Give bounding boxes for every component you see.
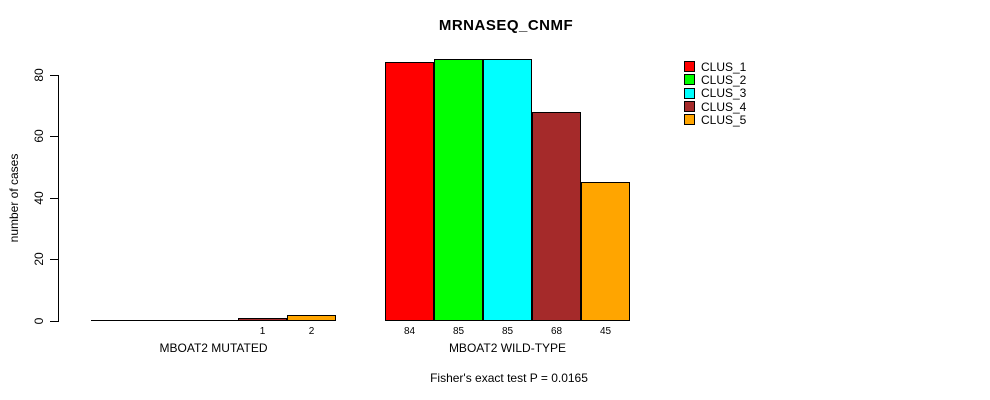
- bar-clus_4: [532, 111, 581, 321]
- y-tick-label: 40: [32, 191, 46, 205]
- bar-value-label: 68: [550, 326, 563, 337]
- legend-item: CLUS_4: [684, 99, 747, 114]
- legend-item: CLUS_2: [684, 72, 747, 87]
- y-tick-mark: [50, 321, 58, 322]
- legend-swatch: [684, 114, 695, 126]
- y-axis-label: number of cases: [7, 153, 21, 243]
- legend: CLUS_1 CLUS_2 CLUS_3 CLUS_4 CLUS_5: [684, 59, 747, 127]
- legend-swatch: [684, 87, 695, 99]
- bar-value-label: 2: [308, 326, 315, 337]
- y-tick-label: 80: [32, 67, 46, 82]
- bar-clus_1: [385, 62, 434, 321]
- bar-value-label: 45: [599, 326, 612, 337]
- legend-label: CLUS_1: [701, 59, 747, 74]
- bar-value-label: 1: [259, 326, 266, 337]
- legend-item: CLUS_3: [684, 86, 747, 101]
- legend-label: CLUS_5: [701, 112, 747, 127]
- legend-item: CLUS_1: [684, 59, 747, 74]
- legend-label: CLUS_3: [701, 86, 747, 101]
- bar-clus_3: [483, 59, 532, 321]
- bar-clus_4: [238, 317, 287, 321]
- bar-clus_5: [581, 182, 630, 321]
- legend-label: CLUS_4: [701, 99, 747, 114]
- bar-value-label: 85: [501, 326, 514, 337]
- y-tick-label: 20: [32, 252, 46, 267]
- bar-clus_2: [434, 59, 483, 321]
- y-tick-mark: [50, 197, 58, 199]
- y-tick-label: 60: [32, 129, 46, 143]
- bar-value-label: 85: [452, 326, 465, 337]
- group-zero-line: [91, 320, 336, 321]
- legend-swatch: [684, 74, 695, 86]
- y-axis-line: [58, 74, 59, 322]
- fisher-test-annotation: Fisher's exact test P = 0.0165: [430, 371, 588, 385]
- y-tick-label: 0: [32, 317, 46, 325]
- y-tick-mark: [50, 74, 58, 76]
- y-tick-mark: [50, 259, 58, 261]
- y-tick-mark: [50, 136, 58, 138]
- legend-item: CLUS_5: [684, 112, 747, 127]
- bar-clus_5: [287, 314, 336, 321]
- legend-label: CLUS_2: [701, 72, 747, 87]
- legend-swatch: [684, 101, 695, 113]
- group-label: MBOAT2 WILD-TYPE: [448, 341, 567, 355]
- bar-value-label: 84: [403, 326, 416, 337]
- group-label: MBOAT2 MUTATED: [159, 341, 268, 355]
- chart-title: MRNASEQ_CNMF: [438, 17, 574, 34]
- legend-swatch: [684, 61, 695, 73]
